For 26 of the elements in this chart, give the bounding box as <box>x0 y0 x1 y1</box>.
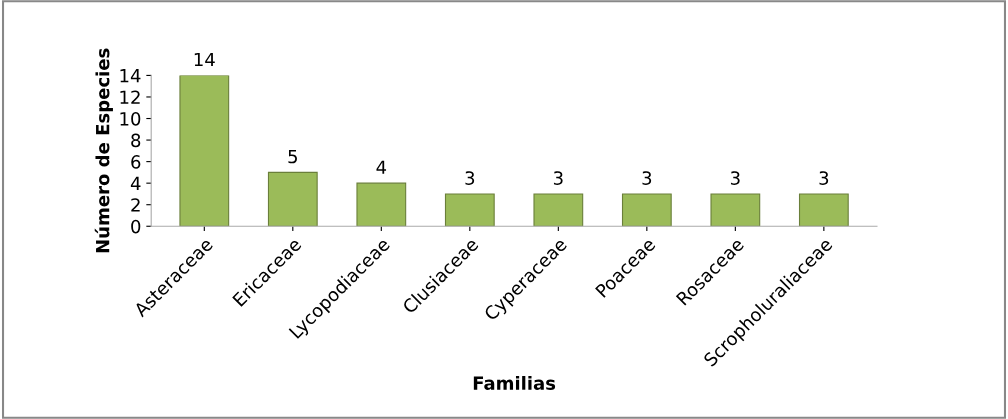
data-label: 3 <box>553 171 563 185</box>
y-tick-label: 12 <box>120 90 140 104</box>
bar <box>533 193 584 227</box>
bar <box>179 75 230 227</box>
bar <box>621 193 672 227</box>
y-tick-label: 6 <box>131 155 141 169</box>
x-axis-title: Familias <box>473 375 556 390</box>
data-label: 3 <box>819 171 829 185</box>
bar <box>710 193 761 227</box>
data-label: 4 <box>376 160 387 174</box>
bar <box>267 171 318 227</box>
bar <box>798 193 849 227</box>
y-tick-label: 10 <box>120 111 141 126</box>
y-tick-label: 4 <box>130 176 141 191</box>
bar <box>356 182 407 227</box>
bar <box>444 193 495 227</box>
data-label: 5 <box>288 149 297 164</box>
data-label: 14 <box>194 52 215 67</box>
y-tick-label: 0 <box>131 219 141 234</box>
y-tick-label: 8 <box>131 133 141 148</box>
data-label: 3 <box>730 171 740 185</box>
data-label: 3 <box>465 171 475 185</box>
y-axis-title: Número de Especies <box>94 48 113 253</box>
y-tick-label: 2 <box>131 198 140 212</box>
y-tick-label: 14 <box>120 69 141 83</box>
data-label: 3 <box>642 171 652 185</box>
